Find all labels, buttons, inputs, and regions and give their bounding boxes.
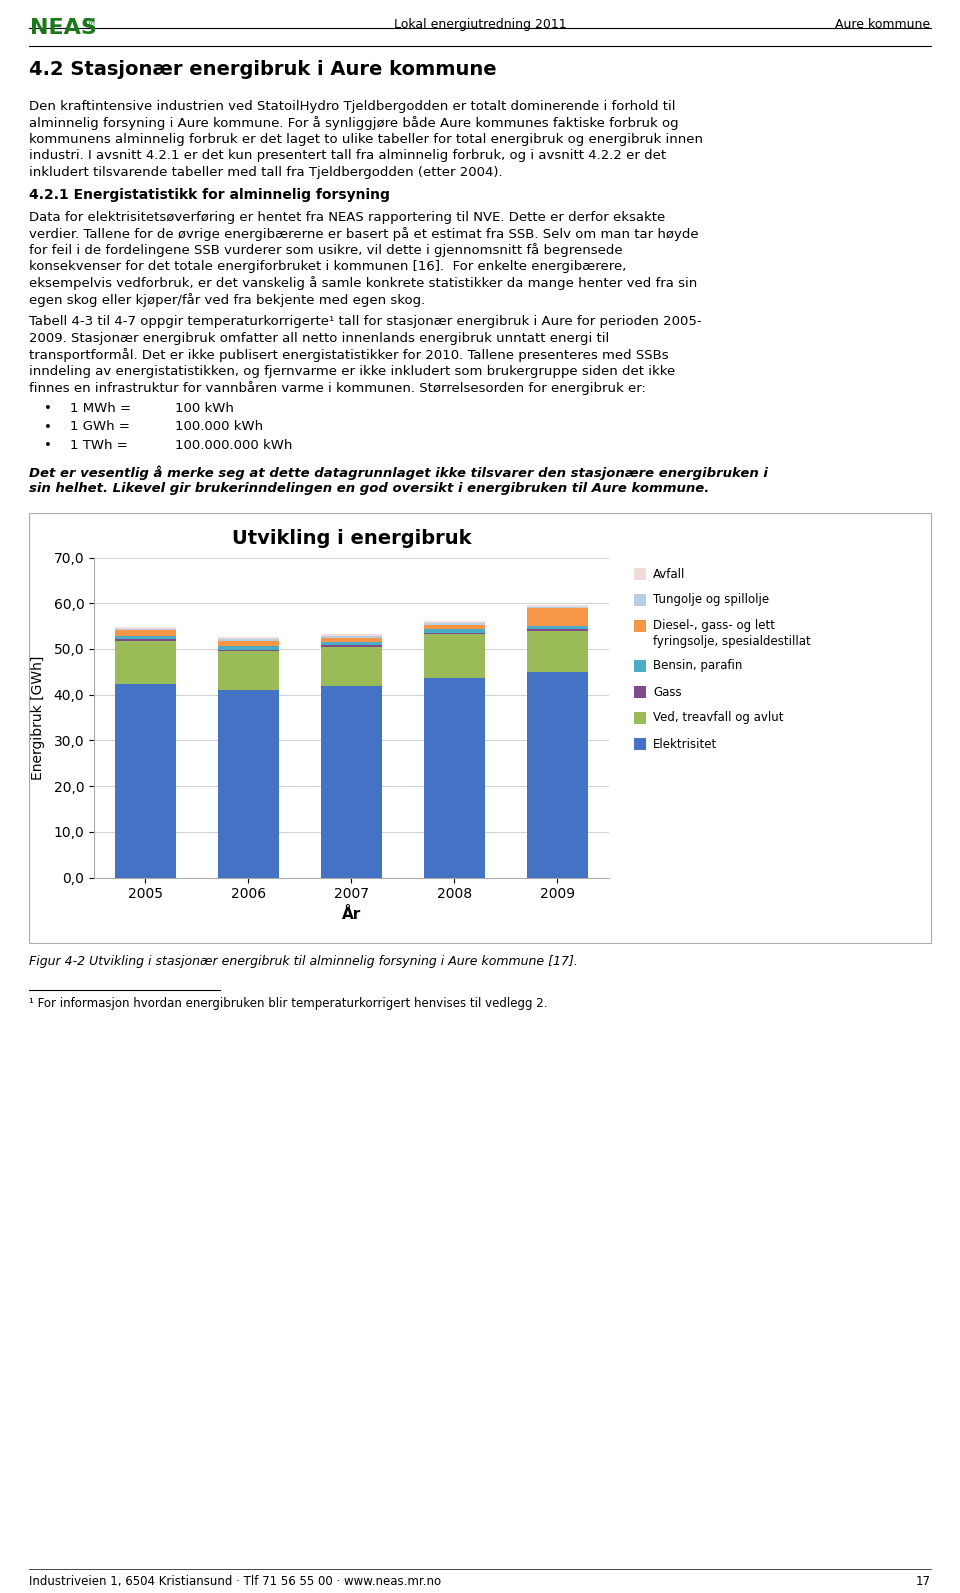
Bar (527, 605, 588, 607)
Bar (321, 634, 382, 636)
Bar (423, 634, 486, 677)
Bar (423, 624, 486, 629)
Bar (321, 647, 382, 685)
Text: Data for elektrisitetsøverføring er hentet fra NEAS rapportering til NVE. Dette : Data for elektrisitetsøverføring er hent… (29, 210, 665, 223)
Text: industri. I avsnitt 4.2.1 er det kun presentert tall fra alminnelig forbruk, og : industri. I avsnitt 4.2.1 er det kun pre… (29, 150, 666, 162)
Text: •: • (44, 421, 52, 433)
Text: ¹ For informasjon hvordan energibruken blir temperaturkorrigert henvises til ved: ¹ For informasjon hvordan energibruken b… (29, 997, 547, 1010)
Text: •: • (44, 440, 52, 452)
Text: for feil i de fordelingene SSB vurderer som usikre, vil dette i gjennomsnitt få : for feil i de fordelingene SSB vurderer … (29, 244, 623, 258)
Text: Bensin, parafin: Bensin, parafin (653, 660, 742, 672)
Bar (634, 685, 646, 698)
Bar (321, 685, 382, 878)
Text: sin helhet. Likevel gir brukerinndelingen en god oversikt i energibruken til Aur: sin helhet. Likevel gir brukerinndelinge… (29, 483, 709, 495)
Bar (527, 672, 588, 878)
Bar (527, 626, 588, 629)
Bar (634, 594, 646, 605)
Text: •: • (44, 401, 52, 416)
Text: 17: 17 (916, 1575, 931, 1588)
Text: inkludert tilsvarende tabeller med tall fra Tjeldbergodden (etter 2004).: inkludert tilsvarende tabeller med tall … (29, 166, 503, 178)
Bar (114, 631, 177, 636)
Bar (114, 683, 177, 878)
Bar (29, 513, 931, 943)
Bar (218, 652, 279, 690)
Text: Figur 4-2 Utvikling i stasjonær energibruk til alminnelig forsyning i Aure kommu: Figur 4-2 Utvikling i stasjonær energibr… (29, 954, 578, 967)
Bar (527, 631, 588, 672)
Text: inndeling av energistatistikken, og fjernvarme er ikke inkludert som brukergrupp: inndeling av energistatistikken, og fjer… (29, 365, 675, 378)
Bar (634, 620, 646, 631)
Text: 100.000 kWh: 100.000 kWh (175, 421, 263, 433)
Text: Den kraftintensive industrien ved StatoilHydro Tjeldbergodden er totalt dominere: Den kraftintensive industrien ved Statoi… (29, 100, 676, 113)
Text: Avfall: Avfall (653, 567, 685, 580)
Text: 2009. Stasjonær energibruk omfatter all netto innenlands energibruk unntatt ener: 2009. Stasjonær energibruk omfatter all … (29, 331, 610, 346)
Text: Industriveien 1, 6504 Kristiansund · Tlf 71 56 55 00 · www.neas.mr.no: Industriveien 1, 6504 Kristiansund · Tlf… (29, 1575, 442, 1588)
Text: Ved, treavfall og avlut: Ved, treavfall og avlut (653, 712, 783, 725)
Text: Elektrisitet: Elektrisitet (653, 738, 717, 750)
Bar (218, 640, 279, 647)
Text: 4.2 Stasjonær energibruk i Aure kommune: 4.2 Stasjonær energibruk i Aure kommune (29, 61, 496, 80)
Text: transportformål. Det er ikke publisert energistatistikker for 2010. Tallene pres: transportformål. Det er ikke publisert e… (29, 349, 668, 363)
Text: Lokal energiutredning 2011: Lokal energiutredning 2011 (394, 18, 566, 30)
Bar (321, 637, 382, 642)
Bar (634, 567, 646, 580)
Text: egen skog eller kjøper/får ved fra bekjente med egen skog.: egen skog eller kjøper/får ved fra bekje… (29, 293, 425, 307)
Text: 1 GWh =: 1 GWh = (70, 421, 130, 433)
Text: Aure kommune: Aure kommune (835, 18, 930, 30)
Text: Diesel-, gass- og lett
fyringsolje, spesialdestillat: Diesel-, gass- og lett fyringsolje, spes… (653, 620, 811, 647)
Text: 1 MWh =: 1 MWh = (70, 401, 131, 416)
Bar (634, 738, 646, 749)
X-axis label: År: År (342, 906, 361, 922)
Text: Tabell 4-3 til 4-7 oppgir temperaturkorrigerte¹ tall for stasjonær energibruk i : Tabell 4-3 til 4-7 oppgir temperaturkorr… (29, 315, 702, 328)
Bar (114, 636, 177, 639)
Text: Tungolje og spillolje: Tungolje og spillolje (653, 594, 769, 607)
Bar (423, 621, 486, 623)
Text: TM: TM (83, 18, 95, 27)
Bar (423, 629, 486, 632)
Text: finnes en infrastruktur for vannbåren varme i kommunen. Størrelsesorden for ener: finnes en infrastruktur for vannbåren va… (29, 381, 646, 395)
Text: konsekvenser for det totale energiforbruket i kommunen [16].  For enkelte energi: konsekvenser for det totale energiforbru… (29, 260, 626, 272)
Text: alminnelig forsyning i Aure kommune. For å synliggjøre både Aure kommunes faktis: alminnelig forsyning i Aure kommune. For… (29, 116, 679, 131)
Text: eksempelvis vedforbruk, er det vanskelig å samle konkrete statistikker da mange : eksempelvis vedforbruk, er det vanskelig… (29, 277, 697, 290)
Text: Gass: Gass (653, 685, 682, 698)
Bar (634, 660, 646, 672)
Text: kommunens alminnelig forbruk er det laget to ulike tabeller for total energibruk: kommunens alminnelig forbruk er det lage… (29, 132, 703, 147)
Bar (218, 690, 279, 878)
Text: 100.000.000 kWh: 100.000.000 kWh (175, 440, 293, 452)
Bar (634, 712, 646, 723)
Bar (114, 626, 177, 629)
Bar (321, 642, 382, 645)
Text: 100 kWh: 100 kWh (175, 401, 234, 416)
Bar (218, 647, 279, 650)
Bar (114, 640, 177, 683)
Text: 1 TWh =: 1 TWh = (70, 440, 128, 452)
Bar (527, 609, 588, 626)
Text: NEAS: NEAS (30, 18, 97, 38)
Text: Det er vesentlig å merke seg at dette datagrunnlaget ikke tilsvarer den stasjonæ: Det er vesentlig å merke seg at dette da… (29, 465, 768, 479)
Text: verdier. Tallene for de øvrige energibærerne er basert på et estimat fra SSB. Se: verdier. Tallene for de øvrige energibær… (29, 226, 699, 241)
Y-axis label: Energibruk [GWh]: Energibruk [GWh] (31, 655, 45, 779)
Title: Utvikling i energibruk: Utvikling i energibruk (231, 529, 471, 548)
Text: 4.2.1 Energistatistikk for alminnelig forsyning: 4.2.1 Energistatistikk for alminnelig fo… (29, 188, 390, 202)
Bar (218, 637, 279, 639)
Bar (423, 677, 486, 878)
